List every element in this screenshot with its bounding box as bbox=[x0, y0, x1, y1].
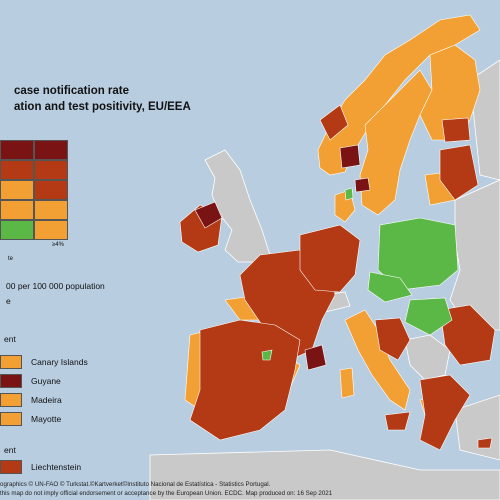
legend-matrix bbox=[0, 140, 70, 250]
hungary-region bbox=[404, 297, 453, 336]
outermost-heading: ent bbox=[4, 334, 16, 344]
denmark-green bbox=[344, 187, 354, 201]
legend-rate-text: 00 per 100 000 population bbox=[6, 281, 105, 291]
outermost-region-swatch bbox=[0, 355, 22, 369]
legend-matrix-cell bbox=[34, 160, 68, 180]
legend-matrix-cell bbox=[0, 140, 34, 160]
ireland-north bbox=[194, 201, 223, 229]
legend-matrix-cell bbox=[0, 160, 34, 180]
france-south bbox=[304, 344, 327, 371]
lithuania-region bbox=[439, 144, 479, 201]
other-heading: ent bbox=[4, 445, 16, 455]
sardinia-region bbox=[339, 367, 355, 399]
legend-matrix-cell bbox=[34, 220, 68, 240]
uk-region bbox=[204, 149, 271, 263]
scandinavia-red bbox=[319, 104, 349, 141]
balkans-region bbox=[404, 334, 451, 381]
benelux-region bbox=[299, 224, 361, 293]
legend-rate-text2: e bbox=[6, 296, 11, 306]
romania-region bbox=[439, 304, 496, 366]
other-region-label: Liechtenstein bbox=[31, 462, 82, 472]
legend-matrix-cell bbox=[34, 180, 68, 200]
outermost-region-label: Canary Islands bbox=[31, 357, 88, 367]
outermost-region-swatch bbox=[0, 374, 22, 388]
outermost-region-swatch bbox=[0, 393, 22, 407]
oslo-region bbox=[339, 144, 361, 169]
legend-matrix-cell bbox=[0, 200, 34, 220]
north-africa bbox=[149, 449, 500, 500]
scandinavia-dark bbox=[354, 177, 371, 193]
italy-region bbox=[344, 309, 411, 411]
czechia-region bbox=[367, 271, 413, 303]
spain-green bbox=[261, 349, 273, 361]
outermost-region-label: Madeira bbox=[31, 395, 62, 405]
footer-line1: ographics © UN-FAO © Turkstat.©Kartverke… bbox=[0, 481, 271, 488]
map-title-line2: ation and test positivity, EU/EEA bbox=[14, 101, 191, 113]
legend-matrix-cell bbox=[34, 200, 68, 220]
estonia-region bbox=[441, 117, 471, 143]
footer-line2: this map do not imply official endorseme… bbox=[0, 490, 333, 497]
map-title-line1: case notification rate bbox=[14, 85, 130, 97]
sicily-region bbox=[384, 411, 411, 431]
legend-matrix-cell bbox=[34, 140, 68, 160]
legend-under-label: te bbox=[8, 256, 14, 262]
cyprus-region bbox=[477, 437, 493, 449]
croatia-region bbox=[374, 317, 411, 361]
spain-south bbox=[189, 319, 301, 441]
legend-matrix-cell bbox=[0, 180, 34, 200]
dark-red-regions bbox=[194, 144, 371, 371]
legend-matrix-cell bbox=[0, 220, 34, 240]
legend-axis-label: ≥4% bbox=[52, 242, 64, 248]
outermost-region-label: Guyane bbox=[31, 376, 61, 386]
green-regions bbox=[261, 187, 459, 361]
greece-main bbox=[419, 374, 471, 451]
outermost-region-swatch bbox=[0, 412, 22, 426]
other-region-swatch bbox=[0, 460, 22, 474]
poland-region bbox=[377, 217, 459, 291]
red-regions bbox=[179, 104, 496, 451]
outermost-region-label: Mayotte bbox=[31, 414, 62, 424]
